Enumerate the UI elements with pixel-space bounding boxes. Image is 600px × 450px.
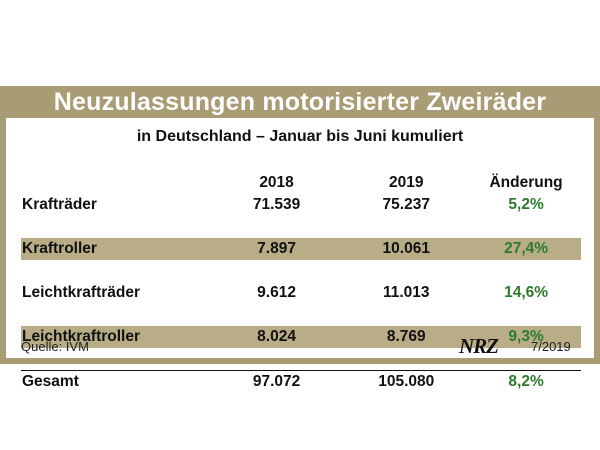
cell-change: 14,6% <box>504 284 549 301</box>
cell-2019: 105.080 <box>341 370 472 393</box>
cell-2018: 7.897 <box>211 238 342 260</box>
title-bar: Neuzulassungen motorisierter Zweiräder <box>0 86 600 118</box>
cell-2019: 10.061 <box>341 238 472 260</box>
cell-change: 5,2% <box>508 196 544 213</box>
row-label: Kraftroller <box>21 238 212 260</box>
table-row: Kraftroller 7.897 10.061 27,4% <box>21 238 581 260</box>
row-spacer <box>21 216 581 238</box>
table-row: Leichtkraftroller 8.024 8.769 9,3% <box>21 326 581 348</box>
cell-2018: 71.539 <box>252 196 301 213</box>
row-label: Gesamt <box>21 370 212 393</box>
row-label: Leichtkrafträder <box>22 284 141 301</box>
table-row: Leichtkrafträder 9.612 11.013 14,6% <box>21 282 581 304</box>
row-label: Krafträder <box>22 196 97 213</box>
data-table: 2018 2019 Änderung Krafträder 71.539 75.23… <box>21 172 581 393</box>
cell-change: 9,3% <box>471 326 581 348</box>
cell-2019: 11.013 <box>382 284 430 301</box>
header-cell-2019: 2019 <box>389 174 424 191</box>
row-spacer <box>21 304 581 326</box>
cell-2018: 9.612 <box>257 284 296 301</box>
table-row: Krafträder 71.539 75.237 5,2% <box>21 194 581 216</box>
total-row: Gesamt 97.072 105.080 8,2% <box>21 370 581 393</box>
header-cell-label <box>21 172 212 194</box>
header-cell-change: Änderung <box>489 174 563 191</box>
cell-2018: 97.072 <box>211 370 342 393</box>
cell-2019: 8.769 <box>341 326 472 348</box>
nrz-logo: NRZ <box>459 334 499 358</box>
chart-title: Neuzulassungen motorisierter Zweiräder <box>53 87 547 116</box>
row-label: Leichtkraftroller <box>21 326 212 348</box>
cell-change: 27,4% <box>471 238 581 260</box>
publication-date: 7/2019 <box>531 339 571 354</box>
row-spacer <box>21 260 581 282</box>
cell-2018: 8.024 <box>211 326 342 348</box>
cell-change: 8,2% <box>471 370 581 393</box>
source-note: Quelle: IVM <box>21 339 89 354</box>
header-cell-2018: 2018 <box>259 174 294 191</box>
header-row: 2018 2019 Änderung <box>21 172 581 194</box>
chart-subtitle: in Deutschland – Januar bis Juni kumulie… <box>136 128 464 145</box>
cell-2019: 75.237 <box>382 196 430 213</box>
